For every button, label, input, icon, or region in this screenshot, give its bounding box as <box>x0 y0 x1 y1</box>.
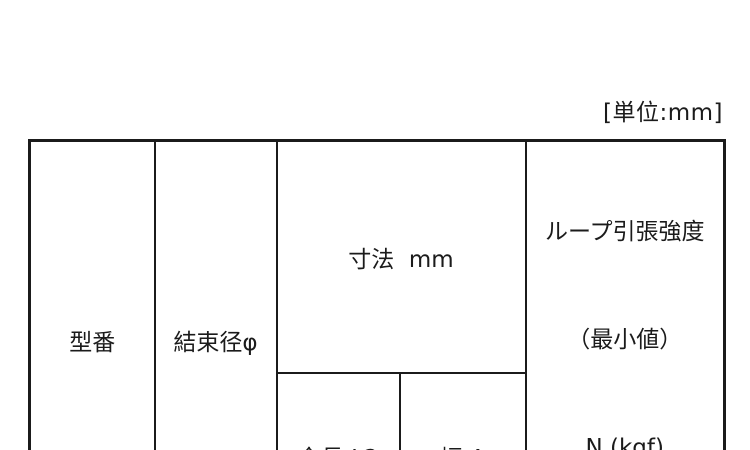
spec-table: 型番 結束径φ 寸法 mm ループ引張強度 （最小値） N (kgf) 全長:L… <box>28 139 726 450</box>
col-header-dimensions: 寸法 mm <box>275 139 527 375</box>
header-row-sub: 全長:L2 幅:A <box>30 372 725 450</box>
col-header-width: 幅:A <box>398 372 527 450</box>
strength-header-line3: N (kgf) <box>585 435 664 450</box>
col-header-strength: ループ引張強度 （最小値） N (kgf) <box>524 139 726 450</box>
strength-header-line2: （最小値） <box>567 327 683 353</box>
col-header-length: 全長:L2 <box>275 372 401 450</box>
col-header-model: 型番 <box>28 139 156 450</box>
unit-label: [単位:mm] <box>602 100 723 126</box>
col-header-diameter: 結束径φ <box>153 139 278 450</box>
strength-header-line1: ループ引張強度 <box>544 219 705 245</box>
header-row-top: 型番 結束径φ 寸法 mm ループ引張強度 （最小値） N (kgf) <box>28 139 726 450</box>
